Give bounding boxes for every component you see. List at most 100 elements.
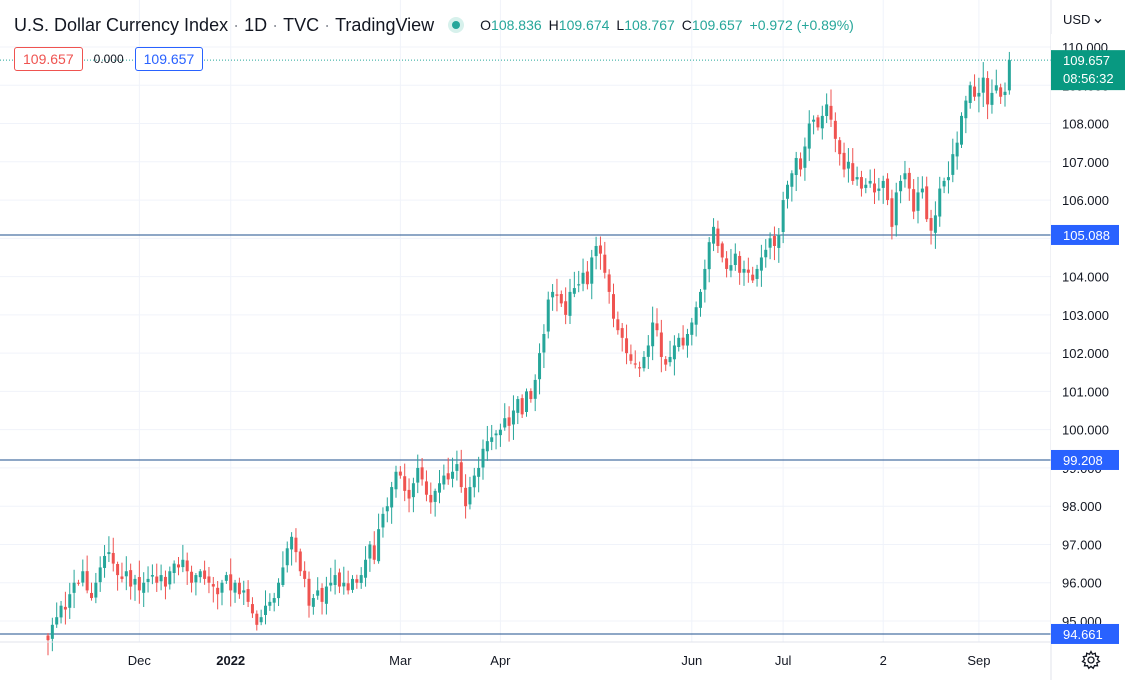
candle-body xyxy=(716,228,720,246)
candle-body xyxy=(772,236,776,246)
candle-body xyxy=(703,268,707,290)
candle-body xyxy=(307,578,311,606)
candle-body xyxy=(468,487,472,505)
candle-body xyxy=(190,571,194,583)
candle-body xyxy=(177,564,180,568)
price-tick-label: 107.000 xyxy=(1062,155,1109,170)
candle-body xyxy=(677,337,681,348)
gear-icon[interactable] xyxy=(1081,650,1101,670)
interval-label[interactable]: 1D xyxy=(244,14,268,35)
price-tick-label: 98.000 xyxy=(1062,499,1102,514)
source-label: TradingView xyxy=(335,14,435,35)
horizontal-line-label: 94.661 xyxy=(1063,627,1103,642)
candle-body xyxy=(833,120,837,139)
candle-body xyxy=(646,345,650,357)
candle-body xyxy=(807,123,811,149)
candle-body xyxy=(111,552,115,564)
candle-body xyxy=(960,115,963,145)
price-scale[interactable]: 95.00096.00097.00098.00099.000100.000101… xyxy=(1062,40,1109,629)
time-tick-label: Dec xyxy=(128,653,152,668)
candle-body xyxy=(429,494,433,503)
price-tick-label: 101.000 xyxy=(1062,384,1109,399)
candle-body xyxy=(973,86,977,97)
high-value: 109.674 xyxy=(558,17,610,33)
candle-body xyxy=(890,198,894,227)
candle-body xyxy=(211,584,215,587)
candle-body xyxy=(690,322,694,335)
currency-menu-button[interactable]: USD xyxy=(1063,12,1102,27)
candle-body xyxy=(916,192,920,211)
candle-body xyxy=(403,476,407,491)
time-scale[interactable]: Dec 2022 Mar Apr Jun Jul 2 Sep xyxy=(128,653,991,668)
price-scale-labels: 105.088 99.208 94.661 109.657 08:56:32 xyxy=(1051,50,1125,644)
horizontal-lines[interactable] xyxy=(0,59,1051,635)
candle-body xyxy=(607,274,611,292)
candle-body xyxy=(342,582,346,587)
open-label: O xyxy=(480,17,492,33)
candle-body xyxy=(1003,91,1007,96)
candle-body xyxy=(146,578,150,583)
candle-body xyxy=(459,462,463,488)
candle-body xyxy=(472,475,476,488)
candle-body xyxy=(337,572,341,587)
candle-body xyxy=(651,322,655,347)
candle-body xyxy=(1007,60,1011,91)
price-scale-bg xyxy=(1051,34,1133,642)
time-tick-label: Jul xyxy=(775,653,792,668)
candle-body xyxy=(694,307,698,325)
candle-body xyxy=(303,570,307,579)
candle-body xyxy=(294,537,298,553)
candle-body xyxy=(920,188,924,193)
horizontal-line-label-bg xyxy=(1051,449,1119,470)
candle-body xyxy=(359,575,363,583)
candle-body xyxy=(72,582,76,593)
candle-body xyxy=(250,604,254,614)
candle-body xyxy=(590,257,594,284)
candle-body xyxy=(803,146,807,168)
candle-body xyxy=(638,367,642,369)
horizontal-line-label-bg xyxy=(1051,623,1119,644)
candle-body xyxy=(555,294,559,296)
candle-body xyxy=(63,606,67,610)
candle-body xyxy=(812,119,816,122)
candle-body xyxy=(738,255,742,273)
candle-body xyxy=(955,142,959,157)
candle-body xyxy=(255,613,259,625)
candle-body xyxy=(438,483,441,493)
time-tick-label: Apr xyxy=(490,653,511,668)
candle-body xyxy=(107,552,111,555)
candle-body xyxy=(990,92,994,105)
candle-body xyxy=(894,192,898,226)
candle-body xyxy=(394,471,398,490)
candle-body xyxy=(594,245,598,257)
candle-body xyxy=(220,582,224,593)
candle-body xyxy=(859,177,863,189)
price-tick-label: 97.000 xyxy=(1062,537,1102,552)
candle-body xyxy=(551,291,555,298)
sell-price-button[interactable]: 109.657 xyxy=(14,47,83,71)
candle-body xyxy=(538,353,542,380)
candle-body xyxy=(433,490,437,502)
candle-body xyxy=(76,582,80,584)
candle-body xyxy=(490,437,494,442)
candle-body xyxy=(873,183,876,193)
price-tick-label: 106.000 xyxy=(1062,193,1109,208)
symbol-title[interactable]: U.S. Dollar Currency Index xyxy=(14,14,229,35)
candle-body xyxy=(981,77,985,93)
horizontal-line-label: 99.208 xyxy=(1063,453,1103,468)
candle-body xyxy=(442,475,446,485)
candle-body xyxy=(564,301,568,315)
candle-body xyxy=(333,575,337,585)
candle-body xyxy=(224,575,228,581)
candle-body xyxy=(681,337,685,346)
candle-body xyxy=(672,345,676,360)
candle-body xyxy=(237,582,241,595)
price-tick-label: 96.000 xyxy=(1062,576,1102,591)
open-value: 108.836 xyxy=(491,17,542,33)
ohlc-values: O 108.836 H 109.674 L 108.767 C 109.657 +0.9… xyxy=(480,17,861,33)
buy-price-button[interactable]: 109.657 xyxy=(134,47,204,71)
candle-body xyxy=(277,582,281,599)
candle-body xyxy=(759,257,763,271)
time-tick-label: Sep xyxy=(967,653,990,668)
